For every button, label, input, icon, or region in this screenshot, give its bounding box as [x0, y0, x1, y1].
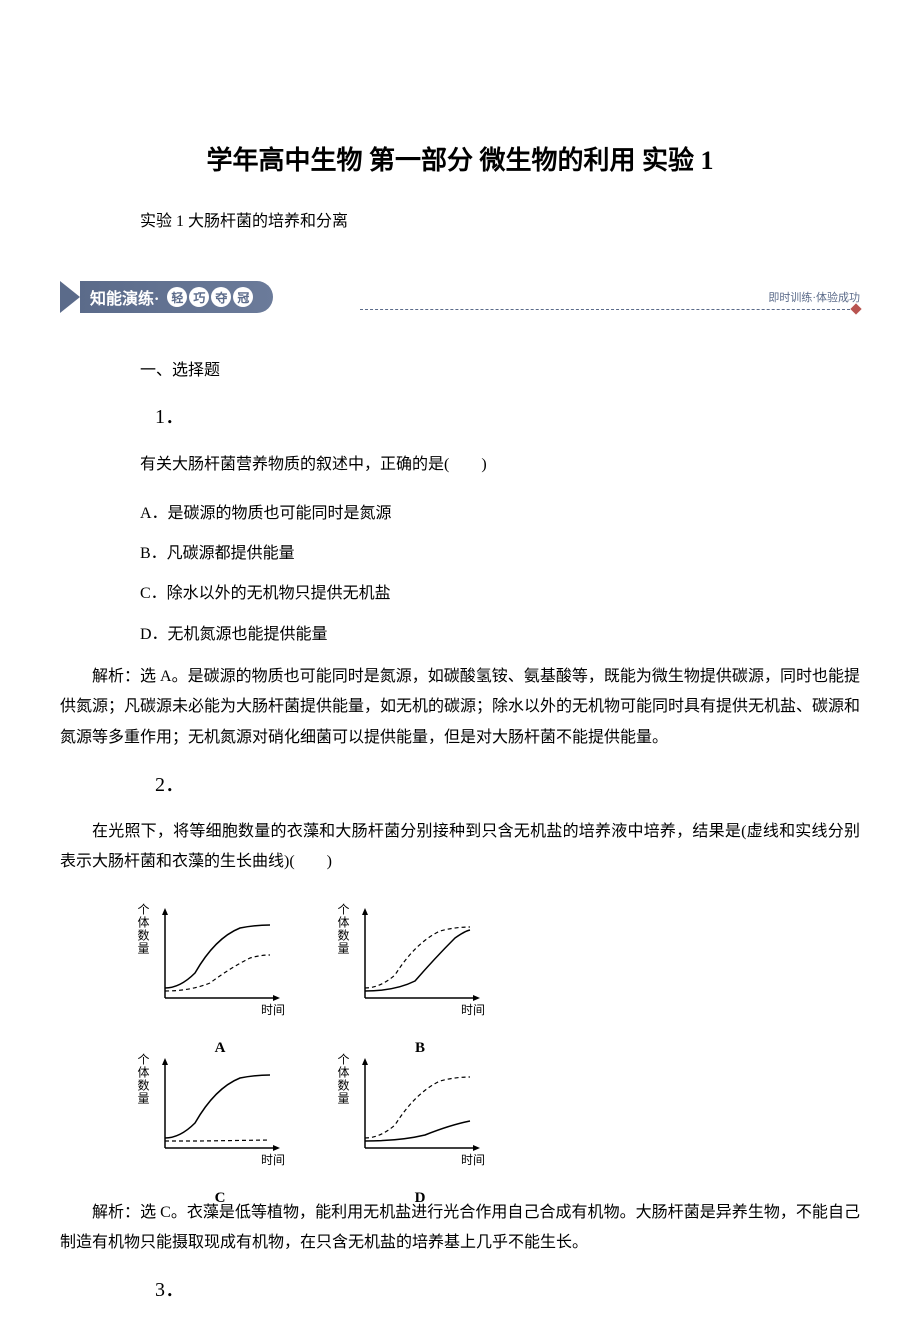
banner-circle-icon: 夺	[211, 287, 231, 307]
analysis-text: 解析：选 C。衣藻是低等植物，能利用无机盐进行光合作用自己合成有机物。大肠杆菌是…	[60, 1198, 860, 1259]
option-d: D．无机氮源也能提供能量	[140, 617, 860, 652]
option-b: B．凡碳源都提供能量	[140, 536, 860, 571]
option-a: A．是碳源的物质也可能同时是氮源	[140, 496, 860, 531]
x-axis-label: 时间	[461, 1151, 485, 1168]
section-header: 一、选择题	[140, 356, 860, 380]
question-number: 1．	[155, 400, 860, 429]
chart-c: 个体数量 时间 C	[140, 1043, 300, 1183]
analysis-text: 解析：选 A。是碳源的物质也可能同时是氮源，如碳酸氢铵、氨基酸等，既能为微生物提…	[60, 662, 860, 753]
subtitle: 实验 1 大肠杆菌的培养和分离	[140, 207, 860, 231]
x-axis-label: 时间	[461, 1001, 485, 1018]
chart-label: C	[140, 1190, 300, 1207]
y-axis-label: 个体数量	[135, 903, 152, 955]
question-number: 3．	[155, 1273, 860, 1302]
chart-b: 个体数量 时间 B	[340, 893, 500, 1033]
banner-right-text: 即时训练·体验成功	[768, 289, 860, 305]
banner-circle-icon: 巧	[189, 287, 209, 307]
question-text: 有关大肠杆菌营养物质的叙述中，正确的是( )	[140, 449, 860, 481]
x-axis-label: 时间	[261, 1151, 285, 1168]
x-axis-label: 时间	[261, 1001, 285, 1018]
y-axis-label: 个体数量	[335, 903, 352, 955]
chart-label: D	[340, 1190, 500, 1207]
y-axis-label: 个体数量	[335, 1053, 352, 1105]
banner-text: 知能演练·	[90, 285, 159, 309]
page-title: 学年高中生物 第一部分 微生物的利用 实验 1	[60, 140, 860, 177]
y-axis-label: 个体数量	[135, 1053, 152, 1105]
banner-diamond-icon	[850, 303, 861, 314]
question-text: 在光照下，将等细胞数量的衣藻和大肠杆菌分别接种到只含无机盐的培养液中培养，结果是…	[60, 817, 860, 878]
banner-divider	[360, 309, 850, 310]
chart-a: 个体数量 时间 A	[140, 893, 300, 1033]
banner-circle-icon: 轻	[167, 287, 187, 307]
banner-bar: 知能演练· 轻 巧 夺 冠	[80, 281, 273, 313]
chart-d: 个体数量 时间 D	[340, 1043, 500, 1183]
question-number: 2．	[155, 768, 860, 797]
section-banner: 知能演练· 轻 巧 夺 冠 即时训练·体验成功	[60, 281, 860, 331]
chart-container: 个体数量 时间 A 个体数量 时间 B	[140, 893, 860, 1183]
banner-circle-icon: 冠	[233, 287, 253, 307]
banner-arrow-icon	[60, 281, 80, 313]
option-c: C．除水以外的无机物只提供无机盐	[140, 576, 860, 611]
